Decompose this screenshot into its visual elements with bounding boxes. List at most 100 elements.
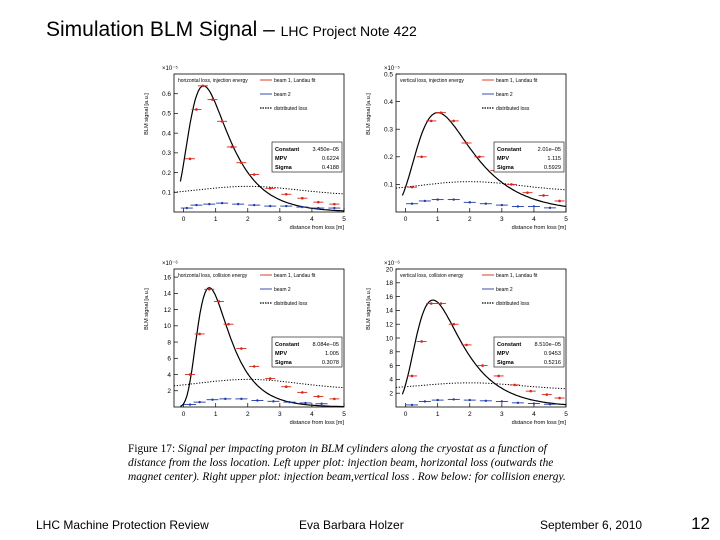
- beam1-point: [420, 155, 423, 159]
- beam1-point: [452, 322, 456, 326]
- beam1-point: [410, 374, 414, 378]
- y-tick-label: 12: [386, 322, 394, 329]
- beam1-point: [542, 194, 545, 197]
- beam1-point: [410, 185, 414, 189]
- beam1-point: [420, 340, 423, 343]
- beam1-point: [268, 377, 272, 380]
- beam1-point: [240, 161, 243, 165]
- beam1-point: [252, 173, 256, 176]
- x-tick-label: 0: [404, 216, 408, 223]
- beam2-point: [256, 399, 259, 402]
- distributed-loss-curve: [395, 382, 567, 390]
- y-tick-label: 6: [389, 363, 393, 370]
- beam1-point: [268, 187, 272, 190]
- x-tick-label: 2: [468, 411, 472, 418]
- plot-top-right: 0 1 2 3 4 5 0.1 0.2 0.3 0.4 0.5 ×10⁻⁵ distance from …: [362, 60, 584, 240]
- beam1-point: [301, 196, 304, 200]
- beam1-point: [198, 332, 201, 336]
- fit-param-name: MPV: [275, 351, 287, 357]
- x-axis-label: distance from loss [m]: [512, 420, 567, 426]
- landau-fit-curve: [180, 287, 344, 408]
- landau-fit-curve: [401, 299, 567, 406]
- y-axis-label: BLM signal [a.u.]: [366, 288, 372, 330]
- beam1-point: [317, 395, 320, 398]
- beam1-point: [478, 155, 481, 159]
- beam1-point: [317, 200, 320, 204]
- landau-fit-curve: [179, 85, 345, 212]
- x-axis-label: distance from loss [m]: [512, 225, 567, 231]
- legend-beam2-label: beam 2: [274, 287, 291, 293]
- beam1-point: [439, 111, 443, 114]
- y-tick-label: 0.5: [384, 71, 393, 78]
- fit-params-box: [271, 141, 343, 173]
- beam1-point: [429, 119, 433, 123]
- fit-params-box: [493, 336, 565, 368]
- y-tick-label: 14: [164, 291, 172, 298]
- legend-distributed-label: distributed loss: [496, 301, 530, 307]
- fit-param-value: 0.3078: [322, 360, 339, 366]
- x-tick-label: 5: [342, 411, 346, 418]
- x-tick-label: 3: [278, 411, 282, 418]
- y-tick-label: 4: [389, 377, 393, 384]
- y-tick-label: 14: [386, 308, 394, 315]
- legend-distributed-label: distributed loss: [496, 106, 530, 112]
- y-tick-label: 4: [167, 372, 171, 379]
- x-tick-label: 1: [214, 411, 218, 418]
- beam1-point: [333, 202, 336, 206]
- beam2-point: [516, 401, 520, 405]
- y-tick-label: 16: [164, 274, 172, 281]
- legend-beam1-label: beam 1, Landau fit: [496, 273, 538, 279]
- beam1-point: [497, 374, 500, 378]
- fit-param-value: 8.084e–05: [313, 342, 339, 348]
- beam2-point: [269, 204, 272, 208]
- x-axis-label: distance from loss [m]: [290, 225, 345, 231]
- x-tick-label: 0: [182, 411, 186, 418]
- y-tick-label: 0.6: [162, 91, 171, 98]
- beam1-point: [284, 192, 288, 196]
- y-tick-label: 0.1: [162, 190, 171, 197]
- beam2-point: [285, 204, 288, 208]
- x-tick-label: 4: [310, 411, 314, 418]
- y-axis-label: BLM signal [a.u.]: [144, 288, 150, 330]
- beam2-point: [500, 203, 504, 207]
- beam2-point: [423, 199, 427, 203]
- fit-param-name: MPV: [275, 156, 287, 162]
- footer-left: LHC Machine Protection Review: [36, 518, 209, 532]
- x-axis-label: distance from loss [m]: [290, 420, 345, 426]
- y-tick-label: 2: [167, 388, 171, 395]
- beam1-point: [201, 84, 205, 88]
- beam2-point: [500, 400, 504, 403]
- x-tick-label: 2: [246, 216, 250, 223]
- beam1-point: [510, 183, 513, 186]
- beam1-point: [439, 302, 443, 305]
- beam1-point: [558, 396, 561, 400]
- beam2-point: [188, 403, 192, 406]
- caption-label: Figure 17:: [128, 443, 176, 455]
- beam2-point: [198, 400, 201, 404]
- plot-bottom-right: 0 1 2 3 4 5 2 4 6 8 10 12 14 16 18 20 ×10⁻⁶ distance from…: [362, 255, 584, 435]
- beam2-point: [320, 402, 323, 405]
- footer-author: Eva Barbara Holzer: [299, 518, 404, 532]
- beam1-point: [526, 191, 529, 194]
- distributed-loss-curve: [173, 185, 345, 195]
- beam1-point: [220, 120, 224, 123]
- figure-caption: Figure 17: Signal per impacting proton i…: [128, 442, 578, 484]
- fit-param-name: Sigma: [275, 165, 293, 171]
- fit-param-name: Sigma: [497, 360, 515, 366]
- fit-param-value: 0.4188: [322, 165, 339, 171]
- y-tick-label: 6: [167, 356, 171, 363]
- slide-title: Simulation BLM Signal – LHC Project Note…: [46, 18, 417, 42]
- y-tick-label: 18: [386, 280, 394, 287]
- beam2-point: [236, 202, 240, 206]
- beam2-point: [436, 398, 439, 402]
- exponent-label: ×10⁻⁶: [162, 260, 178, 267]
- beam2-point: [468, 398, 471, 402]
- x-tick-label: 0: [182, 216, 186, 223]
- legend-distributed-label: distributed loss: [274, 301, 308, 307]
- beam1-point: [211, 98, 214, 101]
- fit-param-value: 1.005: [325, 351, 339, 357]
- x-tick-label: 3: [500, 216, 504, 223]
- x-tick-label: 3: [278, 216, 282, 223]
- beam1-point: [558, 199, 561, 203]
